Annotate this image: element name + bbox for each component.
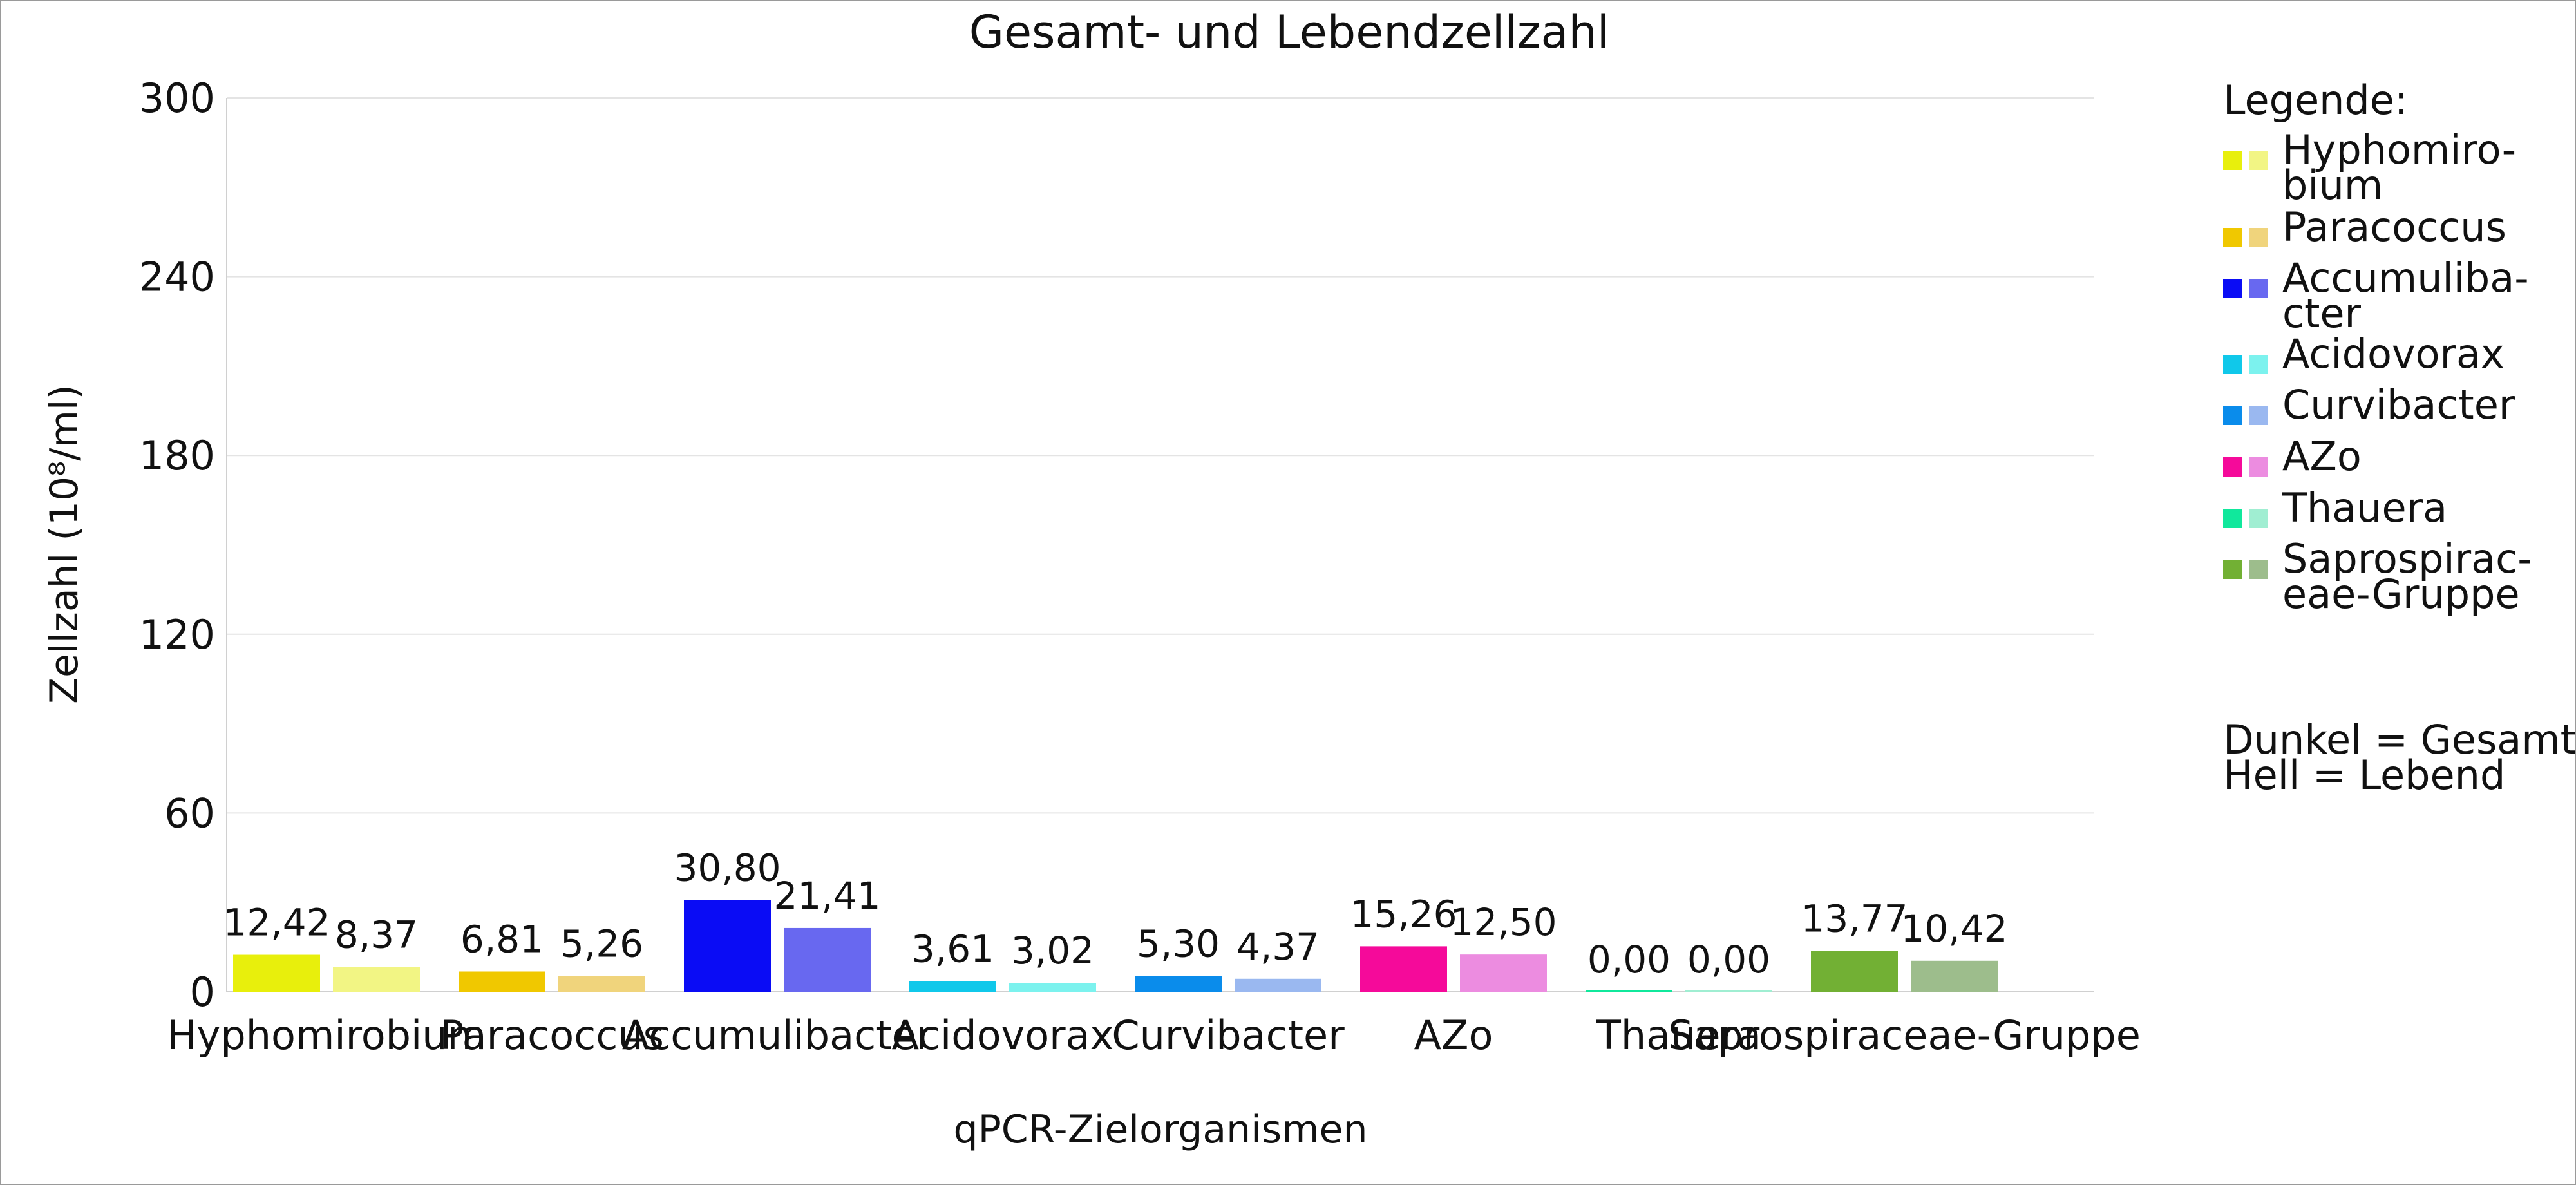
x-tick-label: Curvibacter: [1112, 1012, 1345, 1059]
x-tick-label: Acidovorax: [892, 1012, 1114, 1059]
legend-swatch-live: [2249, 151, 2268, 170]
data-label: 6,81: [460, 917, 544, 961]
y-axis-title: Zellzahl (10⁸/ml): [42, 384, 87, 704]
legend-swatch-live: [2249, 279, 2268, 298]
legend-swatch-total: [2223, 228, 2242, 247]
data-label: 21,41: [773, 874, 880, 918]
chart-title: Gesamt- und Lebendzellzahl: [969, 6, 1610, 59]
y-tick-labels: 0 60 120 180 240 300: [139, 75, 215, 1016]
legend-label: Thauera: [2282, 484, 2447, 531]
bar-total-5: [1135, 976, 1222, 992]
legend-swatch-total: [2223, 355, 2242, 374]
axes: [226, 98, 2094, 992]
y-tick-label: 120: [139, 611, 215, 658]
grid-lines: [227, 97, 2094, 992]
bar-live-7: [1685, 990, 1772, 992]
legend-label: Hyphomiro-: [2282, 126, 2516, 173]
data-label: 3,61: [911, 927, 994, 971]
bar-total-8: [1811, 951, 1898, 992]
legend-swatch-live: [2249, 560, 2268, 579]
y-tick-label: 240: [139, 254, 215, 301]
bar-live-6: [1460, 954, 1547, 992]
legend-note: Dunkel = Gesamt: [2223, 716, 2575, 763]
bar-total-6: [1360, 946, 1447, 992]
legend-label: Saprospirac-: [2282, 535, 2532, 582]
legend-label: bium: [2282, 162, 2383, 209]
bar-live-4: [1009, 983, 1096, 992]
legend-swatch-live: [2249, 457, 2268, 477]
legend-swatch-live: [2249, 355, 2268, 374]
bar-total-1: [233, 954, 320, 992]
bar-total-7: [1586, 990, 1672, 992]
bar-total-2: [459, 971, 545, 992]
legend-swatch-total: [2223, 560, 2242, 579]
x-tick-label: Paracoccus: [440, 1012, 664, 1059]
data-label: 10,42: [1900, 907, 2007, 951]
data-label: 3,02: [1011, 929, 1094, 972]
data-label: 5,26: [560, 922, 643, 966]
x-tick-label: Hyphomirobium: [167, 1012, 486, 1059]
legend: Legende:Hyphomiro-biumParacoccusAccumuli…: [2223, 77, 2575, 799]
y-tick-label: 0: [190, 969, 215, 1016]
legend-label: Acidovorax: [2282, 330, 2505, 377]
legend-swatch-live: [2249, 406, 2268, 425]
data-label: 12,50: [1450, 900, 1557, 944]
legend-swatch-total: [2223, 457, 2242, 477]
x-tick-label: Accumulibacter: [622, 1012, 933, 1059]
legend-label: eae-Gruppe: [2282, 571, 2520, 618]
data-label: 12,42: [223, 901, 330, 945]
x-axis-title: qPCR-Zielorganismen: [954, 1107, 1368, 1152]
legend-label: Accumuliba-: [2282, 254, 2529, 301]
bar-live-5: [1235, 978, 1321, 992]
legend-title: Legende:: [2223, 77, 2408, 124]
legend-swatch-live: [2249, 228, 2268, 247]
data-label: 13,77: [1801, 896, 1908, 940]
y-tick-label: 180: [139, 432, 215, 479]
legend-swatch-total: [2223, 151, 2242, 170]
legend-swatch-total: [2223, 406, 2242, 425]
bar-live-3: [784, 927, 871, 992]
data-label: 30,80: [674, 846, 781, 889]
legend-label: cter: [2282, 290, 2362, 337]
data-label: 8,37: [335, 913, 418, 956]
legend-label: Paracoccus: [2282, 204, 2506, 251]
legend-label: Curvibacter: [2282, 381, 2515, 428]
x-tick-label: Thauera: [1596, 1012, 1761, 1059]
legend-label: AZo: [2282, 433, 2362, 480]
legend-note: Hell = Lebend: [2223, 752, 2505, 799]
data-label: 15,26: [1350, 892, 1457, 936]
x-tick-labels: HyphomirobiumParacoccusAccumulibacterAci…: [167, 1012, 2141, 1059]
data-label: 5,30: [1137, 922, 1220, 965]
y-tick-label: 60: [164, 790, 215, 837]
bar-total-3: [684, 900, 771, 992]
bars: [233, 900, 1998, 992]
x-tick-label: Saprospiraceae-Gruppe: [1668, 1012, 2141, 1059]
bar-live-1: [333, 967, 420, 992]
data-label: 0,00: [1587, 938, 1671, 981]
bar-live-2: [558, 976, 645, 992]
data-label: 0,00: [1687, 938, 1770, 981]
bar-total-4: [909, 981, 996, 992]
legend-swatch-total: [2223, 279, 2242, 298]
legend-swatch-total: [2223, 509, 2242, 528]
bar-live-8: [1911, 960, 1998, 992]
y-tick-label: 300: [139, 75, 215, 122]
data-label: 4,37: [1236, 925, 1320, 969]
x-tick-label: AZo: [1414, 1012, 1493, 1059]
legend-swatch-live: [2249, 509, 2268, 528]
